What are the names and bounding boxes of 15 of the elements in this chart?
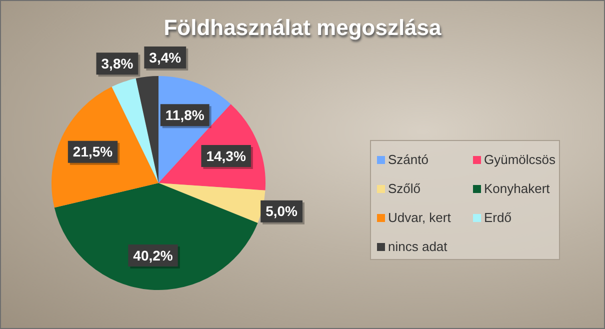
data-label: 14,3% [206, 148, 246, 164]
data-label: 21,5% [72, 144, 114, 160]
legend-label: Gyümölcsös [484, 152, 556, 167]
data-label: 3,8% [101, 56, 134, 72]
data-label: 11,8% [165, 107, 205, 124]
legend-label: Konyhakert [484, 181, 550, 196]
legend-label: Erdő [484, 210, 512, 225]
legend-label: Udvar, kert [388, 210, 451, 225]
legend-label: Szántó [388, 152, 428, 167]
chart-title: Földhasználat megoszlása [162, 15, 442, 41]
legend-label: Szőlő [388, 181, 421, 196]
legend-label: nincs adat [388, 239, 448, 254]
data-label: 3,4% [149, 49, 182, 66]
data-label: 40,2% [133, 247, 174, 264]
data-label: 5,0% [266, 203, 298, 220]
